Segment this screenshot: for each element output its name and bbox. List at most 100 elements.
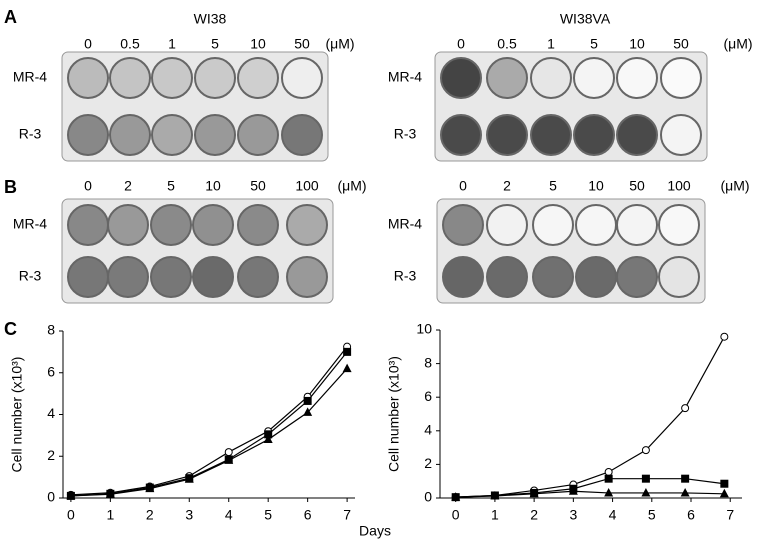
- row-label: R-3: [19, 268, 42, 284]
- concentration-label: 100: [295, 178, 319, 194]
- concentration-label: 50: [629, 178, 645, 194]
- well: [486, 256, 528, 298]
- x-tick-label: 7: [726, 507, 734, 523]
- well: [658, 204, 700, 246]
- well: [67, 114, 109, 156]
- panel-label: B: [4, 177, 17, 197]
- well: [67, 57, 109, 99]
- marker: [145, 483, 155, 493]
- marker: [681, 474, 690, 483]
- well: [575, 256, 617, 298]
- well: [67, 204, 109, 246]
- concentration-label: 0.5: [120, 36, 140, 52]
- well: [616, 114, 658, 156]
- unit-label: (μM): [325, 36, 354, 52]
- concentration-label: 1: [547, 36, 555, 52]
- x-tick-label: 3: [569, 507, 577, 523]
- marker: [680, 487, 690, 497]
- marker: [720, 332, 729, 341]
- panel-title: WI38: [194, 11, 227, 27]
- well: [440, 57, 482, 99]
- x-tick-label: 6: [687, 507, 695, 523]
- unit-label: (μM): [720, 178, 749, 194]
- marker: [604, 467, 613, 476]
- well: [442, 256, 484, 298]
- well: [281, 57, 323, 99]
- well: [237, 57, 279, 99]
- concentration-label: 2: [503, 178, 511, 194]
- well: [440, 114, 482, 156]
- x-tick-label: 0: [452, 507, 460, 523]
- concentration-label: 10: [205, 178, 221, 194]
- unit-label: (μM): [337, 178, 366, 194]
- marker: [451, 492, 461, 501]
- marker: [66, 490, 76, 500]
- x-tick-label: 4: [225, 507, 233, 523]
- marker: [224, 448, 233, 457]
- x-tick-label: 1: [491, 507, 499, 523]
- y-tick-label: 2: [47, 447, 55, 463]
- row-label: R-3: [394, 268, 417, 284]
- x-tick-label: 6: [304, 507, 312, 523]
- x-tick-label: 7: [343, 507, 351, 523]
- y-tick-label: 4: [424, 422, 432, 438]
- well: [237, 256, 279, 298]
- concentration-label: 50: [250, 178, 266, 194]
- series-line: [70, 368, 348, 497]
- concentration-label: 5: [211, 36, 219, 52]
- marker: [490, 490, 500, 500]
- x-tick-label: 2: [146, 507, 154, 523]
- marker: [681, 404, 690, 413]
- well: [150, 256, 192, 298]
- marker: [641, 474, 650, 483]
- concentration-label: 5: [167, 178, 175, 194]
- marker: [303, 407, 313, 416]
- marker: [105, 489, 115, 498]
- marker: [604, 474, 613, 483]
- marker: [568, 486, 578, 495]
- marker: [224, 455, 234, 464]
- concentration-label: 10: [629, 36, 645, 52]
- marker: [641, 487, 651, 497]
- well: [573, 114, 615, 156]
- well: [151, 114, 193, 156]
- well: [486, 204, 528, 246]
- concentration-label: 50: [294, 36, 310, 52]
- marker: [720, 479, 729, 488]
- well: [237, 114, 279, 156]
- concentration-label: 100: [667, 178, 691, 194]
- row-label: R-3: [394, 126, 417, 142]
- well: [237, 204, 279, 246]
- x-axis-label: Days: [359, 523, 391, 539]
- concentration-label: 5: [590, 36, 598, 52]
- concentration-label: 0: [459, 178, 467, 194]
- well: [194, 57, 236, 99]
- well: [194, 114, 236, 156]
- y-tick-label: 6: [424, 388, 432, 404]
- concentration-label: 10: [588, 178, 604, 194]
- row-label: R-3: [19, 126, 42, 142]
- marker: [719, 488, 729, 498]
- series-line: [455, 336, 725, 498]
- concentration-label: 2: [124, 178, 132, 194]
- marker: [343, 347, 352, 356]
- well: [281, 114, 323, 156]
- row-label: MR-4: [13, 216, 47, 232]
- y-tick-label: 0: [424, 489, 432, 505]
- well: [107, 256, 149, 298]
- x-tick-label: 2: [530, 507, 538, 523]
- panel-title: WI38VA: [560, 11, 611, 27]
- well: [286, 256, 328, 298]
- well: [150, 204, 192, 246]
- x-tick-label: 3: [185, 507, 193, 523]
- series-line: [70, 351, 348, 497]
- well: [532, 204, 574, 246]
- unit-label: (μM): [723, 36, 752, 52]
- well: [192, 256, 234, 298]
- marker: [529, 488, 539, 498]
- concentration-label: 0: [84, 178, 92, 194]
- x-tick-label: 1: [106, 507, 114, 523]
- well: [660, 114, 702, 156]
- well: [573, 57, 615, 99]
